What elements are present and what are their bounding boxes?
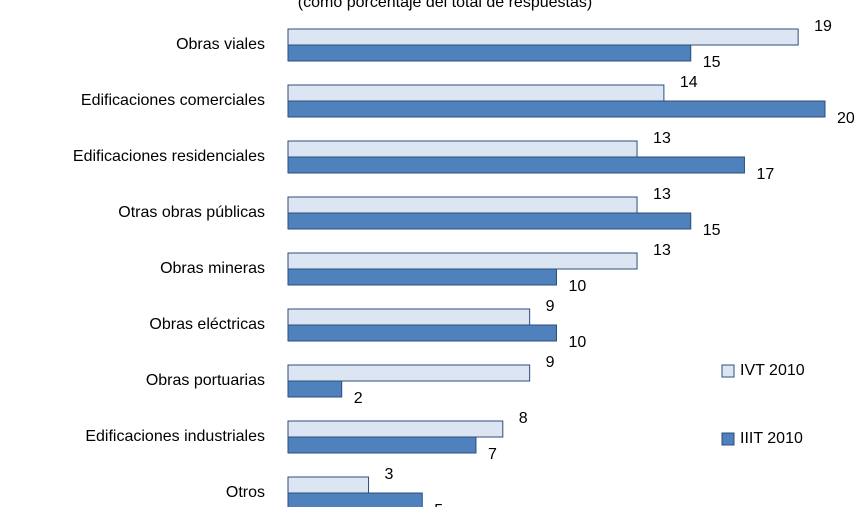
category-label: Obras viales [176,36,265,53]
bar [287,212,692,230]
value-label: 19 [814,18,832,35]
value-label: 8 [519,410,528,427]
chart-subtitle: (como porcentaje del total de respuestas… [298,0,592,11]
category-label: Otras obras públicas [118,204,265,221]
value-label: 13 [653,130,671,147]
value-label: 2 [354,390,363,407]
legend-swatch [721,364,735,378]
bar [287,324,557,342]
category-label: Obras portuarias [146,372,265,389]
bar [287,100,826,118]
value-label: 9 [546,298,555,315]
value-label: 14 [680,74,698,91]
value-label: 7 [488,446,497,463]
value-label: 3 [385,466,394,483]
bar [287,492,423,507]
value-label: 13 [653,186,671,203]
bar [287,476,370,494]
bar [287,156,745,174]
value-label: 10 [569,278,587,295]
value-label: 15 [703,54,721,71]
bar [287,140,638,158]
category-label: Edificaciones industriales [85,428,265,445]
value-label: 5 [434,502,443,507]
bar [287,268,557,286]
category-label: Edificaciones residenciales [73,148,265,165]
bar [287,196,638,214]
bar [287,364,531,382]
bar [287,28,799,46]
bar [287,308,531,326]
category-label: Edificaciones comerciales [81,92,265,109]
category-label: Obras mineras [160,260,265,277]
bar [287,84,665,102]
value-label: 9 [546,354,555,371]
value-label: 15 [703,222,721,239]
category-label: Obras eléctricas [149,316,265,333]
bar [287,44,692,62]
legend-swatch [721,432,735,446]
bar [287,420,504,438]
value-label: 17 [756,166,774,183]
category-label: Otros [226,484,265,501]
bar [287,380,343,398]
legend-label: IVT 2010 [740,362,805,379]
value-label: 10 [569,334,587,351]
value-label: 20 [837,110,855,127]
bar [287,252,638,270]
value-label: 13 [653,242,671,259]
legend-label: IIIT 2010 [740,430,803,447]
bar [287,436,477,454]
